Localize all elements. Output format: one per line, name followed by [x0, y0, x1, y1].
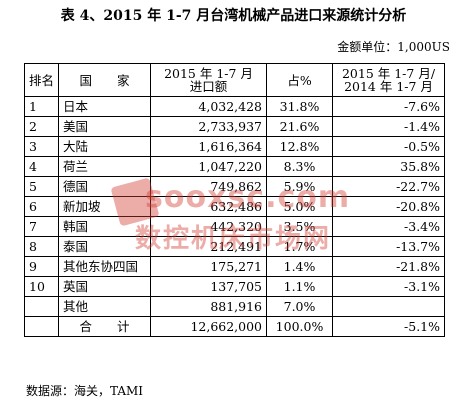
amount-cell: 632,486 [150, 196, 268, 217]
share-cell: 21.6% [266, 116, 334, 137]
country-cell: 大陆 [58, 136, 152, 157]
table-row: 4 荷兰 1,047,220 8.3% 35.8% [23, 156, 446, 177]
rank-cell: 9 [23, 256, 60, 277]
yoy-cell: -21.8% [332, 256, 446, 277]
country-cell: 日本 [58, 96, 152, 117]
table-title: 表 4、2015 年 1-7 月台湾机械产品进口来源统计分析 [60, 8, 407, 24]
amount-cell: 881,916 [150, 296, 268, 317]
country-cell: 德国 [58, 176, 152, 197]
table-row: 5 德国 749,862 5.9% -22.7% [23, 176, 446, 197]
country-cell: 泰国 [58, 236, 152, 257]
amount-cell: 749,862 [150, 176, 268, 197]
amount-cell: 1,616,364 [150, 136, 268, 157]
rank-cell: 4 [23, 156, 60, 177]
amount-cell: 175,271 [150, 256, 268, 277]
unit-note: 金额单位：1,000US [337, 40, 450, 54]
yoy-cell [332, 296, 446, 317]
rank-cell: 8 [23, 236, 60, 257]
amount-cell: 2,733,937 [150, 116, 268, 137]
yoy-cell: -13.7% [332, 236, 446, 257]
table-row: 6 新加坡 632,486 5.0% -20.8% [23, 196, 446, 217]
rank-cell: 2 [23, 116, 60, 137]
rank-cell: 1 [23, 96, 60, 117]
share-cell: 1.4% [266, 256, 334, 277]
country-cell: 新加坡 [58, 196, 152, 217]
header-amount: 2015 年 1-7 月进口额 [150, 63, 268, 97]
amount-cell: 442,320 [150, 216, 268, 237]
total-rank-cell [23, 316, 60, 337]
amount-cell: 1,047,220 [150, 156, 268, 177]
share-cell: 5.9% [266, 176, 334, 197]
table-row: 1 日本 4,032,428 31.8% -7.6% [23, 96, 446, 117]
country-cell: 荷兰 [58, 156, 152, 177]
total-label: 合 计 [58, 316, 152, 337]
country-cell: 韩国 [58, 216, 152, 237]
yoy-cell: -3.4% [332, 216, 446, 237]
table-row: 3 大陆 1,616,364 12.8% -0.5% [23, 136, 446, 157]
yoy-cell: -1.4% [332, 116, 446, 137]
country-cell: 其他 [58, 296, 152, 317]
header-yoy: 2015 年 1-7 月/2014 年 1-7 月 [332, 63, 446, 97]
share-cell: 7.0% [266, 296, 334, 317]
yoy-cell: -3.1% [332, 276, 446, 297]
header-row: 排名 国 家 2015 年 1-7 月进口额 占% 2015 年 1-7 月/2… [23, 63, 446, 97]
country-cell: 其他东协四国 [58, 256, 152, 277]
header-share: 占% [266, 63, 334, 97]
table-row: 9 其他东协四国 175,271 1.4% -21.8% [23, 256, 446, 277]
total-share: 100.0% [266, 316, 334, 337]
share-cell: 3.5% [266, 216, 334, 237]
yoy-cell: -22.7% [332, 176, 446, 197]
total-row: 合 计 12,662,000 100.0% -5.1% [23, 316, 446, 337]
rank-cell [23, 296, 60, 317]
table-row: 10 英国 137,705 1.1% -3.1% [23, 276, 446, 297]
total-yoy: -5.1% [332, 316, 446, 337]
amount-cell: 137,705 [150, 276, 268, 297]
yoy-cell: -20.8% [332, 196, 446, 217]
share-cell: 12.8% [266, 136, 334, 157]
table-row: 其他 881,916 7.0% [23, 296, 446, 317]
header-country: 国 家 [58, 63, 152, 97]
source-note: 数据源：海关，TAMI [26, 384, 144, 398]
table-row: 2 美国 2,733,937 21.6% -1.4% [23, 116, 446, 137]
amount-cell: 212,491 [150, 236, 268, 257]
share-cell: 1.7% [266, 236, 334, 257]
yoy-cell: 35.8% [332, 156, 446, 177]
import-source-table: 排名 国 家 2015 年 1-7 月进口额 占% 2015 年 1-7 月/2… [23, 63, 446, 337]
total-amount: 12,662,000 [150, 316, 268, 337]
rank-cell: 5 [23, 176, 60, 197]
rank-cell: 7 [23, 216, 60, 237]
rank-cell: 3 [23, 136, 60, 157]
amount-cell: 4,032,428 [150, 96, 268, 117]
country-cell: 美国 [58, 116, 152, 137]
share-cell: 8.3% [266, 156, 334, 177]
share-cell: 31.8% [266, 96, 334, 117]
table-row: 8 泰国 212,491 1.7% -13.7% [23, 236, 446, 257]
yoy-cell: -7.6% [332, 96, 446, 117]
yoy-cell: -0.5% [332, 136, 446, 157]
header-rank: 排名 [23, 63, 60, 97]
share-cell: 1.1% [266, 276, 334, 297]
country-cell: 英国 [58, 276, 152, 297]
share-cell: 5.0% [266, 196, 334, 217]
rank-cell: 10 [23, 276, 60, 297]
table-row: 7 韩国 442,320 3.5% -3.4% [23, 216, 446, 237]
rank-cell: 6 [23, 196, 60, 217]
